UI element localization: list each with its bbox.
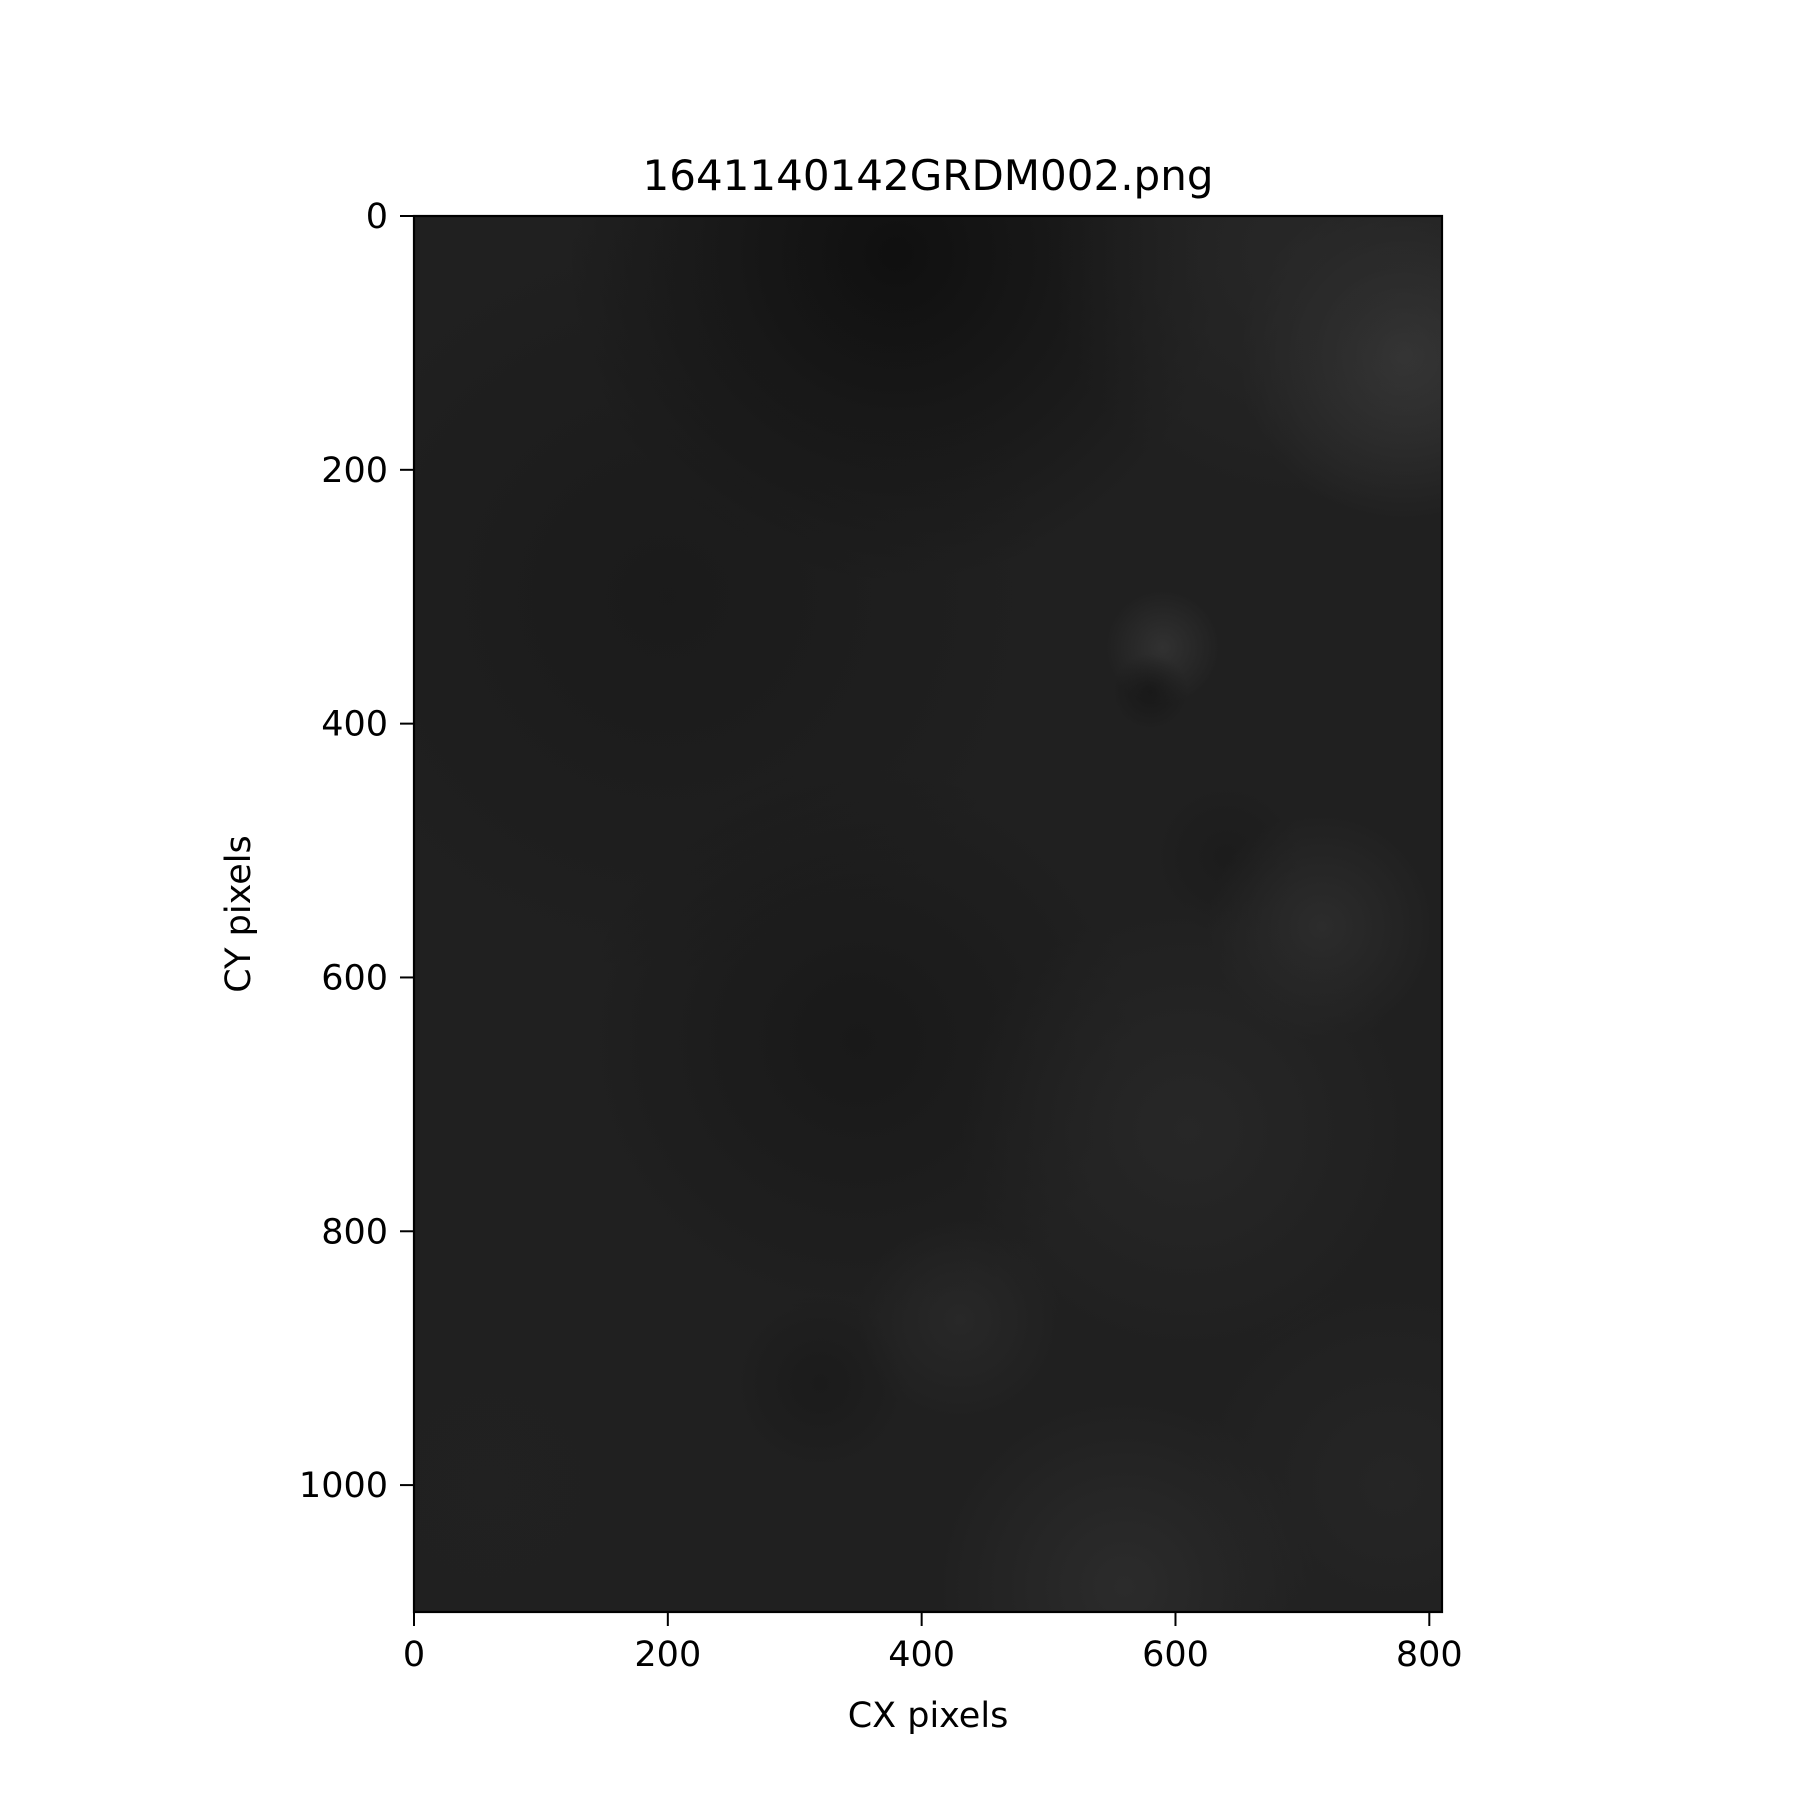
image-feature [414,216,1049,978]
image-feature [959,901,1417,1359]
x-tick-label: 600 [1142,1635,1209,1675]
plot-frame [412,214,1444,1614]
x-tick-label: 0 [403,1635,425,1675]
y-tick-label: 1000 [299,1466,388,1506]
chart-title: 1641140142GRDM002.png [643,151,1214,200]
y-tick-label: 0 [366,197,388,237]
image-feature [858,1218,1062,1422]
y-tick-label: 400 [321,705,388,745]
y-tick-label: 800 [321,1212,388,1252]
image-area [414,216,1442,1612]
y-tick-label: 600 [321,958,388,998]
x-tick-label: 200 [634,1635,701,1675]
image-feature [414,1231,744,1612]
y-axis: 0 200 400 600 800 1000 [299,197,414,1506]
image-feature [1112,653,1189,730]
x-tick-label: 400 [888,1635,955,1675]
x-axis: 0 200 400 600 800 [403,1612,1463,1675]
y-axis-label: CY pixels [219,835,259,992]
image-feature [1188,1282,1442,1612]
image-feature [1048,216,1442,508]
x-tick-label: 800 [1396,1635,1463,1675]
x-axis-label: CX pixels [848,1696,1009,1736]
y-tick-label: 200 [321,451,388,491]
